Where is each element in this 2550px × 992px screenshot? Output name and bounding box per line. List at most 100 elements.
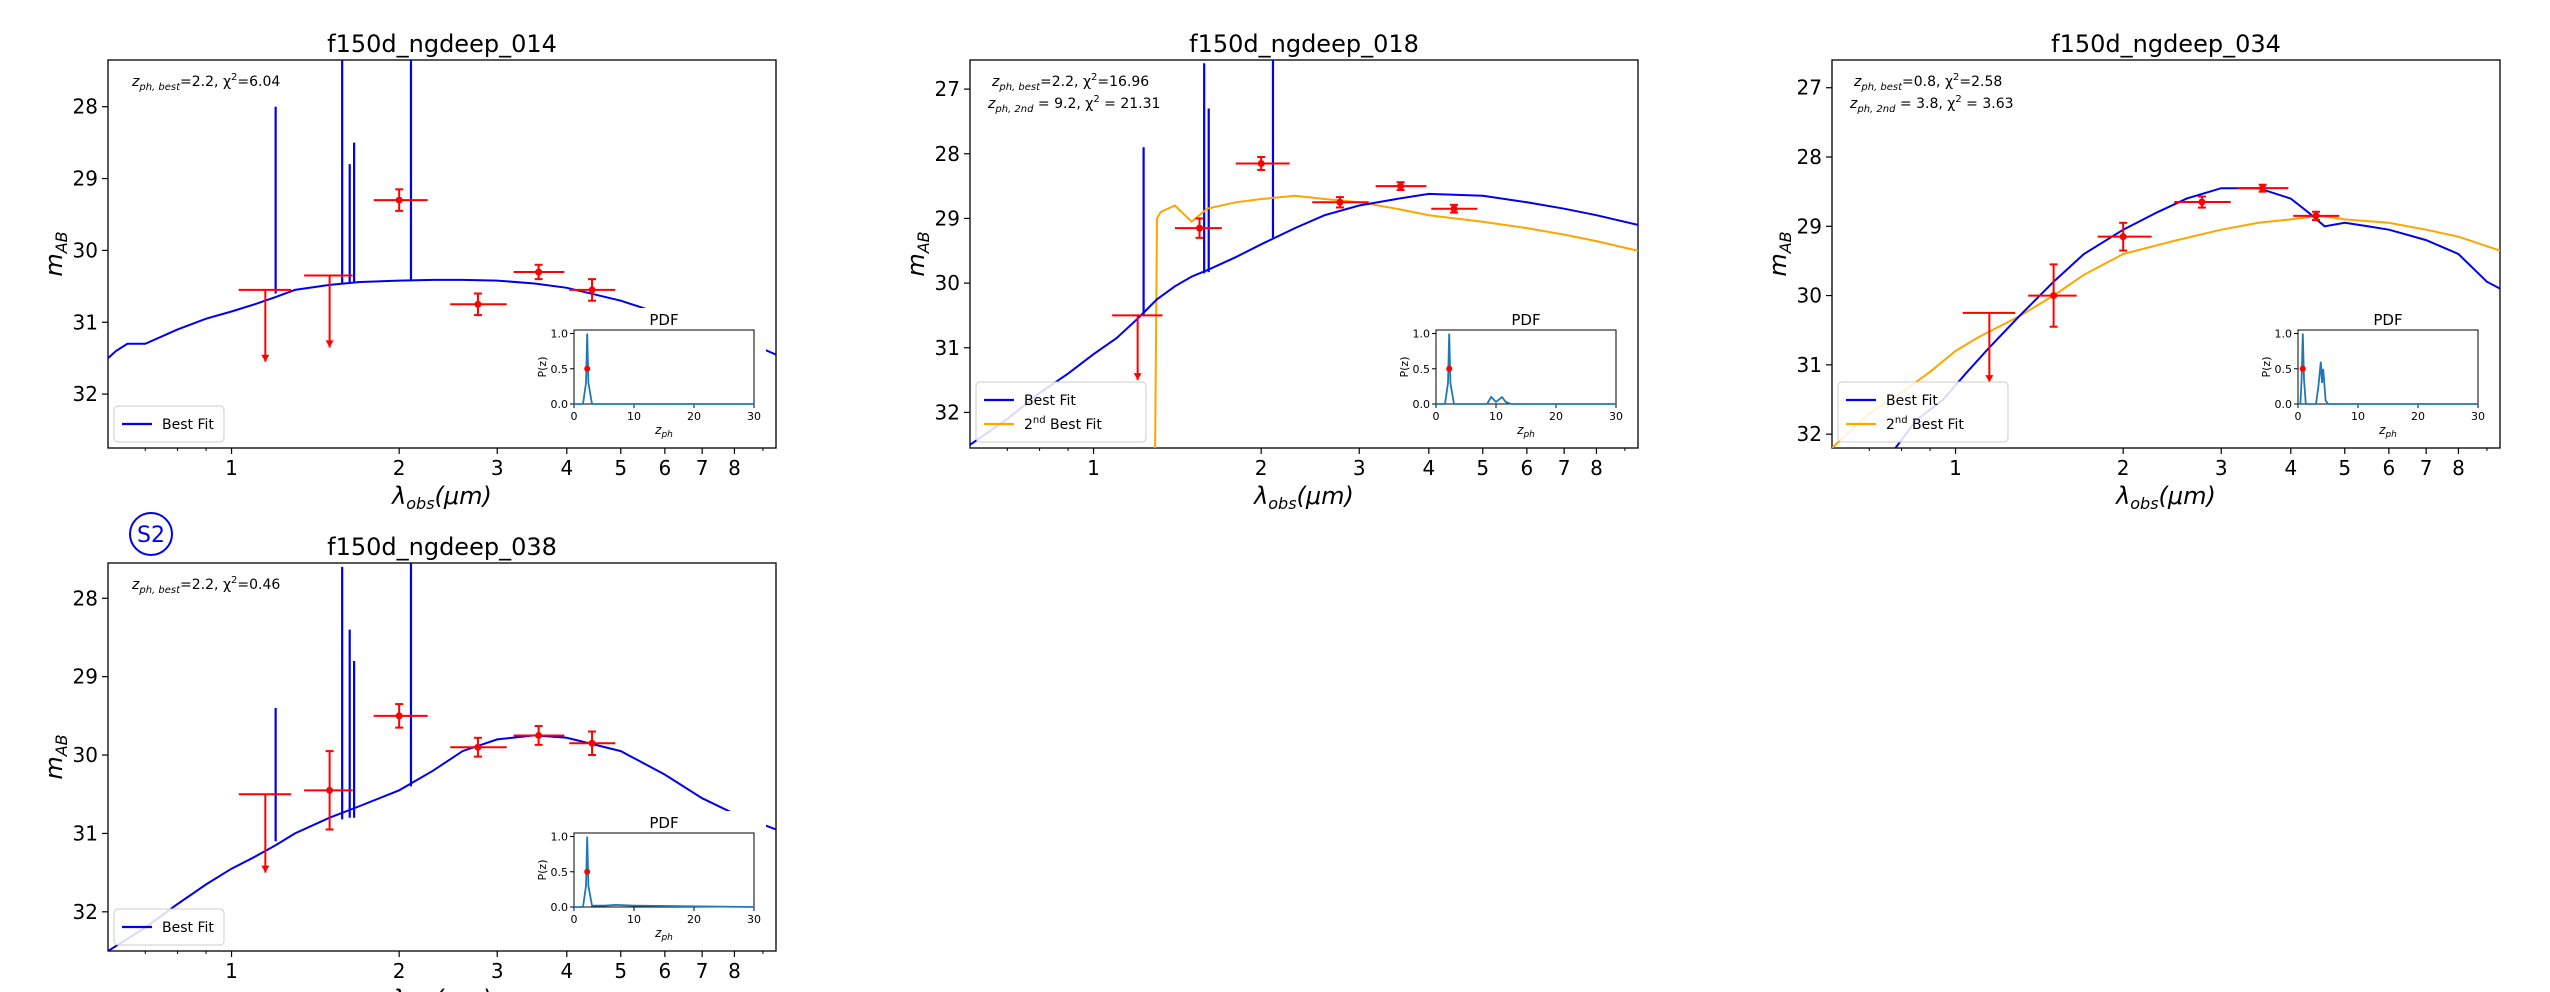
legend-box (113, 908, 225, 946)
x-tick-label: 6 (658, 456, 671, 480)
fit-annotation: zph, 2nd = 9.2, χ2 = 21.31 (987, 94, 1160, 115)
y-axis-label: mAB (902, 231, 933, 276)
axes-frame (107, 562, 777, 952)
best-fit-line (108, 734, 776, 951)
pdf-y-tick-label: 0.0 (551, 398, 569, 411)
y-tick-label: 31 (73, 821, 98, 845)
phot-upper-limit-arrowhead (325, 340, 334, 348)
pdf-x-tick-label: 0 (2295, 410, 2302, 423)
legend-label: Best Fit (162, 920, 214, 936)
x-tick-label: 8 (1590, 456, 1603, 480)
pdf-x-tick-label: 10 (627, 410, 641, 423)
x-tick-label: 6 (2382, 456, 2395, 480)
phot-upper-limit-arrowhead (1133, 373, 1142, 381)
pdf-x-tick-label: 10 (2351, 410, 2365, 423)
pdf-y-tick-label: 1.0 (551, 831, 569, 844)
x-axis-label: λobs(μm) (2114, 482, 2216, 513)
x-tick-label: 4 (560, 959, 573, 983)
y-tick-label: 30 (73, 238, 98, 262)
pdf-inset: PDF 0 10 20 30 0.0 0.5 1.0 zph P(z) (1398, 308, 1628, 442)
phot-marker (395, 196, 403, 204)
pdf-best-z-marker (2299, 365, 2306, 372)
axes-frame (1831, 59, 2501, 449)
x-tick-label: 3 (491, 456, 504, 480)
fit-annotation: zph, best=2.2, χ2=16.96 (991, 72, 1149, 93)
y-tick-label: 31 (1797, 353, 1822, 377)
pdf-x-tick-label: 0 (571, 410, 578, 423)
x-tick-label: 4 (2284, 456, 2297, 480)
pdf-y-label: P(z) (536, 357, 549, 378)
x-tick-label: 4 (1422, 456, 1435, 480)
second-best-fit-line (1154, 194, 1638, 448)
pdf-x-tick-label: 10 (1489, 410, 1503, 423)
photometry-point (1431, 203, 1478, 214)
phot-marker (2050, 292, 2058, 300)
fit-annotation: zph, best=2.2, χ2=6.04 (131, 72, 280, 93)
photometry-point (238, 288, 292, 362)
stamp-circle (129, 512, 173, 556)
pdf-x-label: zph (654, 423, 673, 440)
pdf-y-tick-label: 0.5 (551, 866, 569, 879)
pdf-title: PDF (649, 311, 678, 329)
phot-marker (1196, 224, 1204, 232)
phot-marker (474, 300, 482, 308)
panel-title: f150d_ngdeep_018 (1189, 30, 1419, 58)
legend-label: 2nd Best Fit (1024, 415, 1102, 433)
x-tick-label: 2 (1255, 456, 1268, 480)
panel-1: f150d_ngdeep_014 1 2 3 4 5 6 7 8 28 29 30 31 32 λobs(μ… (40, 30, 777, 513)
phot-marker (1336, 198, 1344, 206)
panel-title: f150d_ngdeep_014 (327, 30, 557, 58)
photometry-point (2028, 263, 2077, 328)
x-tick-label: 8 (728, 456, 741, 480)
x-tick-label: 2 (393, 959, 406, 983)
second-best-fit-line (1832, 214, 2500, 448)
phot-upper-limit-arrowhead (1985, 375, 1994, 383)
x-tick-label: 8 (2452, 456, 2465, 480)
x-tick-label: 2 (2117, 456, 2130, 480)
legend-box (113, 405, 225, 443)
photometry-point (569, 278, 616, 302)
y-tick-label: 31 (73, 310, 98, 334)
pdf-y-tick-label: 0.0 (2275, 398, 2293, 411)
y-tick-label: 32 (1797, 422, 1822, 446)
photometry-point (513, 725, 565, 746)
phot-marker (1397, 182, 1405, 190)
fit-annotation: zph, best=0.8, χ2=2.58 (1853, 72, 2002, 93)
pdf-y-tick-label: 0.0 (551, 901, 569, 914)
pdf-x-tick-label: 0 (1433, 410, 1440, 423)
x-tick-label: 7 (696, 959, 709, 983)
x-tick-label: 1 (1087, 456, 1100, 480)
pdf-y-tick-label: 0.5 (1413, 363, 1431, 376)
photometry-point (450, 292, 507, 317)
y-tick-label: 32 (73, 382, 98, 406)
pdf-curve (574, 333, 754, 405)
panel-title: f150d_ngdeep_038 (327, 533, 557, 561)
pdf-x-tick-label: 20 (2411, 410, 2425, 423)
legend-label: 2nd Best Fit (1886, 415, 1964, 433)
y-tick-label: 28 (935, 142, 960, 166)
pdf-curve (1436, 333, 1616, 405)
y-tick-label: 29 (73, 167, 98, 191)
pdf-y-tick-label: 0.5 (2275, 363, 2293, 376)
phot-marker (395, 712, 403, 720)
pdf-y-label: P(z) (2260, 357, 2273, 378)
x-tick-label: 5 (614, 456, 627, 480)
phot-marker (535, 731, 543, 739)
legend: Best Fit 2nd Best Fit (975, 381, 1147, 443)
fit-annotation: zph, 2nd = 3.8, χ2 = 3.63 (1849, 94, 2014, 115)
x-tick-label: 4 (560, 456, 573, 480)
photometry-point (373, 188, 428, 212)
x-tick-label: 5 (614, 959, 627, 983)
x-tick-label: 2 (393, 456, 406, 480)
y-tick-label: 32 (935, 400, 960, 424)
phot-marker (326, 786, 334, 794)
y-tick-label: 29 (935, 206, 960, 230)
photometry-point (2097, 221, 2152, 252)
y-tick-label: 29 (1797, 214, 1822, 238)
x-tick-label: 1 (225, 456, 238, 480)
phot-marker (1257, 159, 1265, 167)
pdf-x-tick-label: 30 (1609, 410, 1623, 423)
pdf-y-tick-label: 1.0 (2275, 328, 2293, 341)
